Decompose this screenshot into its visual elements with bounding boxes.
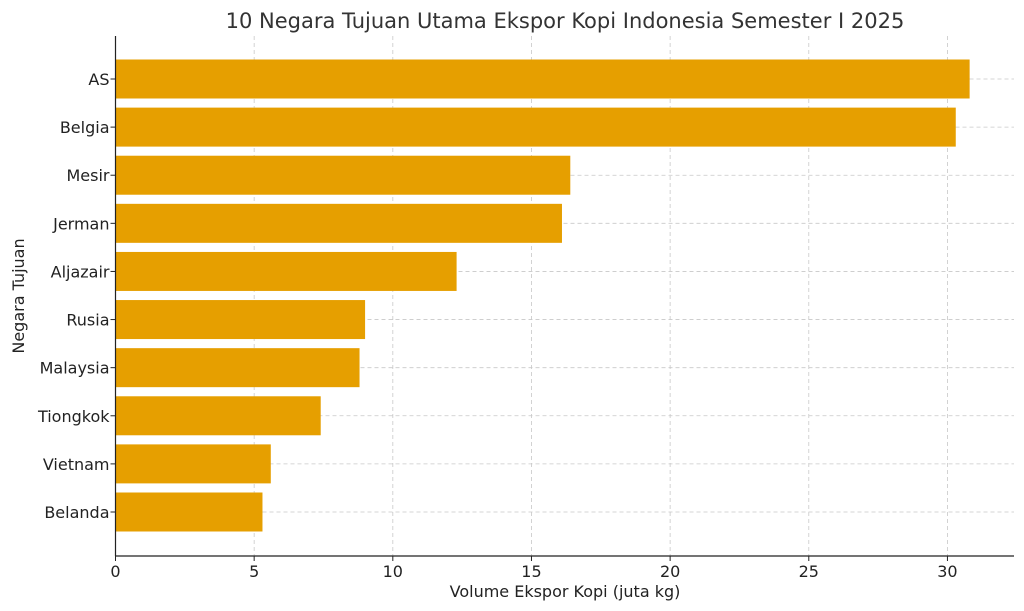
- bars: [115, 59, 970, 532]
- bar-as: [115, 59, 970, 99]
- bar-tiongkok: [115, 396, 321, 436]
- y-tick-label: Aljazair: [51, 262, 110, 281]
- x-axis-label: Volume Ekspor Kopi (juta kg): [450, 582, 681, 601]
- bar-vietnam: [115, 444, 271, 484]
- y-axis-label: Negara Tujuan: [9, 238, 28, 353]
- x-tick-label: 30: [937, 562, 957, 581]
- bar-belgia: [115, 107, 956, 147]
- y-tick-label: Vietnam: [43, 455, 110, 474]
- x-tick-label: 0: [110, 562, 120, 581]
- x-tick-label: 15: [521, 562, 541, 581]
- y-tick-label: Tiongkok: [37, 407, 110, 426]
- y-tick-label: AS: [88, 70, 109, 89]
- x-tick-label: 25: [799, 562, 819, 581]
- x-tick-label: 5: [249, 562, 259, 581]
- bar-mesir: [115, 155, 571, 195]
- bar-jerman: [115, 203, 562, 243]
- y-tick-label: Rusia: [66, 311, 109, 330]
- y-tick-label: Mesir: [66, 166, 109, 185]
- bar-belanda: [115, 492, 263, 532]
- y-tick-label: Malaysia: [40, 359, 110, 378]
- x-tick-label: 20: [660, 562, 680, 581]
- axes: 0 5 10 15 20 25 30 AS Belgia Mesir Jerman Aljazair R…: [37, 36, 1014, 581]
- y-tick-label: Belanda: [44, 503, 109, 522]
- bar-aljazair: [115, 251, 457, 291]
- bar-rusia: [115, 300, 366, 340]
- y-tick-label: Jerman: [52, 214, 109, 233]
- chart-title: 10 Negara Tujuan Utama Ekspor Kopi Indon…: [226, 9, 905, 33]
- y-tick-label: Belgia: [60, 118, 110, 137]
- x-tick-label: 10: [383, 562, 403, 581]
- bar-malaysia: [115, 348, 360, 388]
